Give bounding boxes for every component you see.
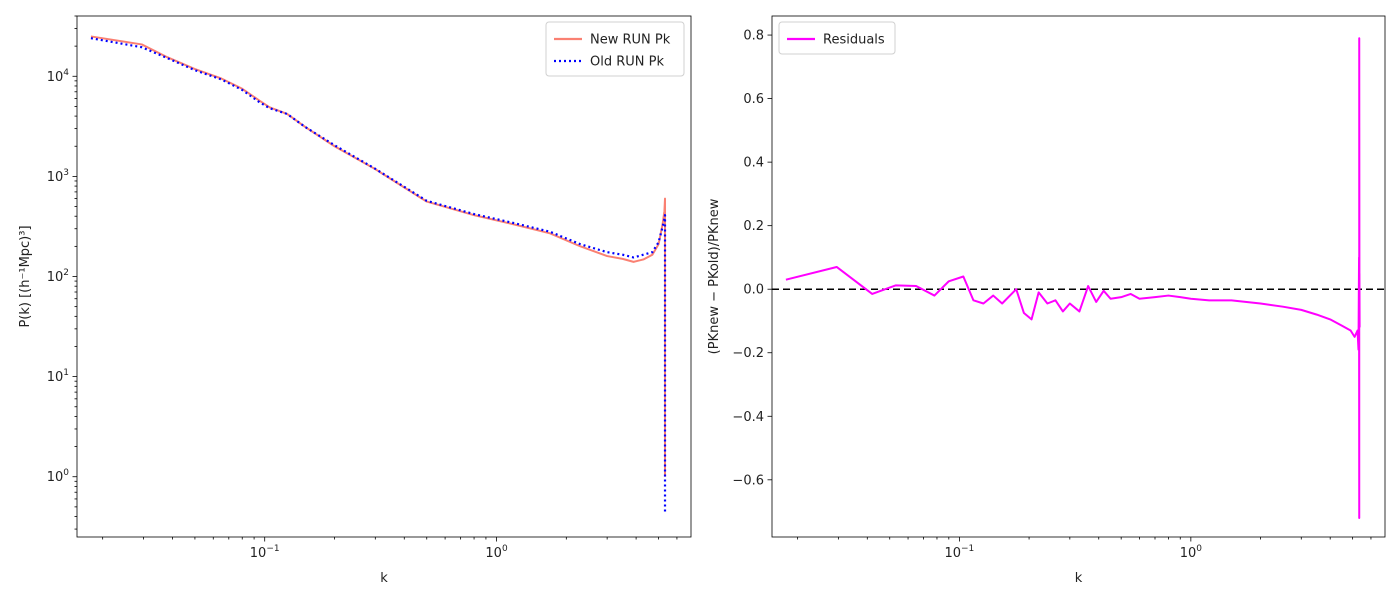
- legend-box: [778, 21, 896, 55]
- series-line-old-run-pk: [90, 37, 667, 512]
- y-tick-label: 0.0: [743, 283, 764, 298]
- series-line-residuals: [785, 37, 1361, 519]
- residuals-panel: 10−1 100 −0.6 −0.4 −0.2 0.0 0.2 0.4 0.6 0.8 k (PKne…: [707, 15, 1386, 586]
- y-tick-label: −0.6: [732, 473, 764, 488]
- legend-label: Residuals: [823, 33, 885, 48]
- x-axis-label: k: [1075, 571, 1083, 586]
- x-axis-label: k: [380, 571, 388, 586]
- y-axis-label: (PKnew − PKold)/PKnew: [707, 198, 722, 354]
- y-tick-label: 102: [47, 268, 69, 285]
- x-tick-label: 100: [1180, 544, 1203, 561]
- y-tick-label: −0.2: [732, 346, 764, 361]
- y-axis-label: P(k) [(h⁻¹Mpc)³]: [18, 225, 33, 327]
- series-line-new-run-pk: [90, 35, 667, 477]
- y-tick-label: 0.4: [743, 156, 764, 171]
- y-tick-label: 0.8: [743, 29, 764, 44]
- power-spectrum-panel: 10−1 100 100 101 102 103 104 k P(k) [(h⁻¹Mpc)³] N…: [18, 15, 692, 586]
- y-tick-label: 101: [47, 368, 69, 385]
- x-tick-label: 10−1: [944, 544, 974, 561]
- x-tick-label: 10−1: [250, 544, 280, 561]
- axes-frame: [771, 15, 1386, 538]
- y-tick-label: 0.6: [743, 92, 764, 107]
- y-tick-label: −0.4: [732, 410, 764, 425]
- y-tick-label: 0.2: [743, 219, 764, 234]
- y-tick-label: 100: [47, 468, 70, 485]
- legend-label: New RUN Pk: [590, 33, 671, 48]
- axes-frame: [76, 15, 692, 538]
- x-tick-label: 100: [485, 544, 508, 561]
- y-tick-label: 104: [47, 68, 70, 85]
- y-tick-label: 103: [47, 168, 69, 185]
- legend-label: Old RUN Pk: [590, 55, 664, 70]
- legend-box: [545, 21, 685, 77]
